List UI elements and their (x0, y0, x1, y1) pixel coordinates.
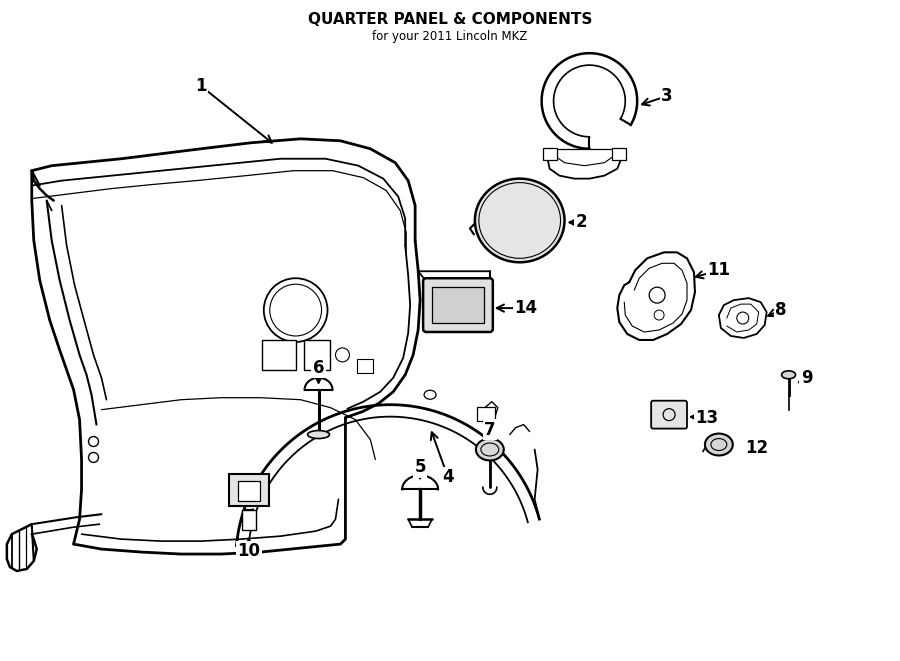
Text: 9: 9 (801, 369, 813, 387)
FancyBboxPatch shape (357, 359, 374, 373)
Text: 5: 5 (414, 459, 426, 477)
FancyBboxPatch shape (432, 287, 484, 323)
FancyBboxPatch shape (423, 278, 493, 332)
Text: 13: 13 (696, 408, 718, 426)
Text: 10: 10 (238, 542, 260, 560)
Text: 3: 3 (662, 87, 673, 105)
Text: 4: 4 (442, 469, 454, 486)
Ellipse shape (475, 178, 564, 262)
Text: 12: 12 (745, 438, 769, 457)
FancyBboxPatch shape (242, 510, 256, 530)
Text: 2: 2 (576, 214, 588, 231)
Ellipse shape (705, 434, 733, 455)
Text: 7: 7 (484, 420, 496, 439)
Text: 8: 8 (775, 301, 787, 319)
Circle shape (88, 436, 98, 447)
Ellipse shape (308, 430, 329, 438)
Text: 1: 1 (195, 77, 207, 95)
FancyBboxPatch shape (229, 475, 269, 506)
FancyBboxPatch shape (303, 340, 329, 370)
FancyBboxPatch shape (477, 407, 495, 420)
Text: 6: 6 (313, 359, 324, 377)
Text: 11: 11 (707, 261, 731, 279)
Text: 14: 14 (514, 299, 537, 317)
Text: QUARTER PANEL & COMPONENTS: QUARTER PANEL & COMPONENTS (308, 12, 592, 27)
Text: for your 2011 Lincoln MKZ: for your 2011 Lincoln MKZ (373, 30, 527, 43)
Circle shape (88, 453, 98, 463)
FancyBboxPatch shape (612, 148, 626, 160)
Ellipse shape (476, 438, 504, 461)
Ellipse shape (781, 371, 796, 379)
FancyBboxPatch shape (262, 340, 296, 370)
FancyBboxPatch shape (238, 481, 260, 501)
FancyBboxPatch shape (652, 401, 687, 428)
FancyBboxPatch shape (543, 148, 556, 160)
